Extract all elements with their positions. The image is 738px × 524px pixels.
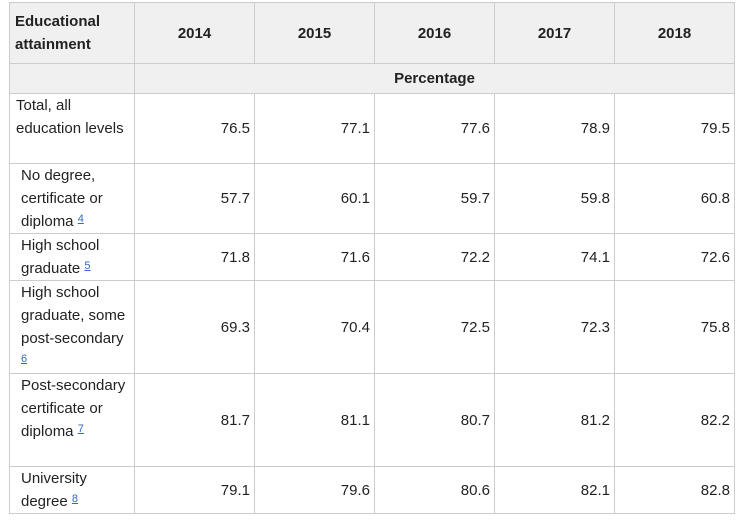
value-cell: 71.8 bbox=[134, 233, 255, 281]
footnote-link[interactable]: 8 bbox=[71, 493, 79, 505]
row-label-text: No degree, certificate or diploma bbox=[21, 167, 103, 230]
value-cell: 74.1 bbox=[494, 233, 615, 281]
header-row: Educational attainment 2014 2015 2016 20… bbox=[9, 2, 735, 64]
table-row: High school graduate, some post-secondar… bbox=[9, 280, 735, 374]
value-cell: 76.5 bbox=[134, 93, 255, 164]
value-cell: 78.9 bbox=[494, 93, 615, 164]
value-cell: 80.6 bbox=[374, 466, 495, 514]
year-header: 2016 bbox=[374, 2, 495, 64]
value-cell: 70.4 bbox=[254, 280, 375, 374]
row-label: University degree 8 bbox=[9, 466, 135, 514]
value-cell: 81.1 bbox=[254, 373, 375, 467]
row-label-text: High school graduate, some post-secondar… bbox=[21, 284, 126, 347]
value-cell: 81.7 bbox=[134, 373, 255, 467]
row-label-text: High school graduate bbox=[21, 237, 100, 277]
stub-header: Educational attainment bbox=[9, 2, 135, 64]
value-cell: 81.2 bbox=[494, 373, 615, 467]
value-cell: 69.3 bbox=[134, 280, 255, 374]
table-row: Post-secondary certificate or diploma 7 … bbox=[9, 373, 735, 467]
value-cell: 71.6 bbox=[254, 233, 375, 281]
footnote-link[interactable]: 7 bbox=[77, 423, 84, 435]
value-cell: 59.7 bbox=[374, 163, 495, 234]
value-cell: 57.7 bbox=[134, 163, 255, 234]
value-cell: 75.8 bbox=[614, 280, 735, 374]
footnote-link[interactable]: 6 bbox=[21, 353, 28, 365]
year-header: 2014 bbox=[134, 2, 255, 64]
footnote-link[interactable]: 4 bbox=[77, 213, 84, 225]
value-cell: 72.5 bbox=[374, 280, 495, 374]
year-header: 2017 bbox=[494, 2, 615, 64]
value-cell: 72.2 bbox=[374, 233, 495, 281]
value-cell: 60.8 bbox=[614, 163, 735, 234]
unit-header: Percentage bbox=[134, 63, 735, 94]
row-label-text: Total, all education levels bbox=[16, 97, 124, 137]
data-table: Educational attainment 2014 2015 2016 20… bbox=[9, 2, 735, 514]
value-cell: 79.5 bbox=[614, 93, 735, 164]
value-cell: 77.6 bbox=[374, 93, 495, 164]
row-label: High school graduate 5 bbox=[9, 233, 135, 281]
table-row: Total, all education levels 76.5 77.1 77… bbox=[9, 93, 735, 164]
row-label: Post-secondary certificate or diploma 7 bbox=[9, 373, 135, 467]
table-row: University degree 8 79.1 79.6 80.6 82.1 … bbox=[9, 466, 735, 514]
value-cell: 79.6 bbox=[254, 466, 375, 514]
value-cell: 72.6 bbox=[614, 233, 735, 281]
value-cell: 82.2 bbox=[614, 373, 735, 467]
table-row: High school graduate 5 71.8 71.6 72.2 74… bbox=[9, 233, 735, 281]
row-label-text: University degree bbox=[21, 470, 87, 510]
value-cell: 77.1 bbox=[254, 93, 375, 164]
table-row: No degree, certificate or diploma 4 57.7… bbox=[9, 163, 735, 234]
unit-stub-cell bbox=[9, 63, 135, 94]
value-cell: 82.1 bbox=[494, 466, 615, 514]
value-cell: 59.8 bbox=[494, 163, 615, 234]
row-label: Total, all education levels bbox=[9, 93, 135, 164]
footnote-link[interactable]: 5 bbox=[84, 260, 91, 272]
year-header: 2015 bbox=[254, 2, 375, 64]
value-cell: 80.7 bbox=[374, 373, 495, 467]
row-label-text: Post-secondary certificate or diploma bbox=[21, 377, 126, 440]
value-cell: 72.3 bbox=[494, 280, 615, 374]
value-cell: 82.8 bbox=[614, 466, 735, 514]
unit-row: Percentage bbox=[9, 63, 735, 94]
year-header: 2018 bbox=[614, 2, 735, 64]
value-cell: 60.1 bbox=[254, 163, 375, 234]
row-label: High school graduate, some post-secondar… bbox=[9, 280, 135, 374]
value-cell: 79.1 bbox=[134, 466, 255, 514]
row-label: No degree, certificate or diploma 4 bbox=[9, 163, 135, 234]
